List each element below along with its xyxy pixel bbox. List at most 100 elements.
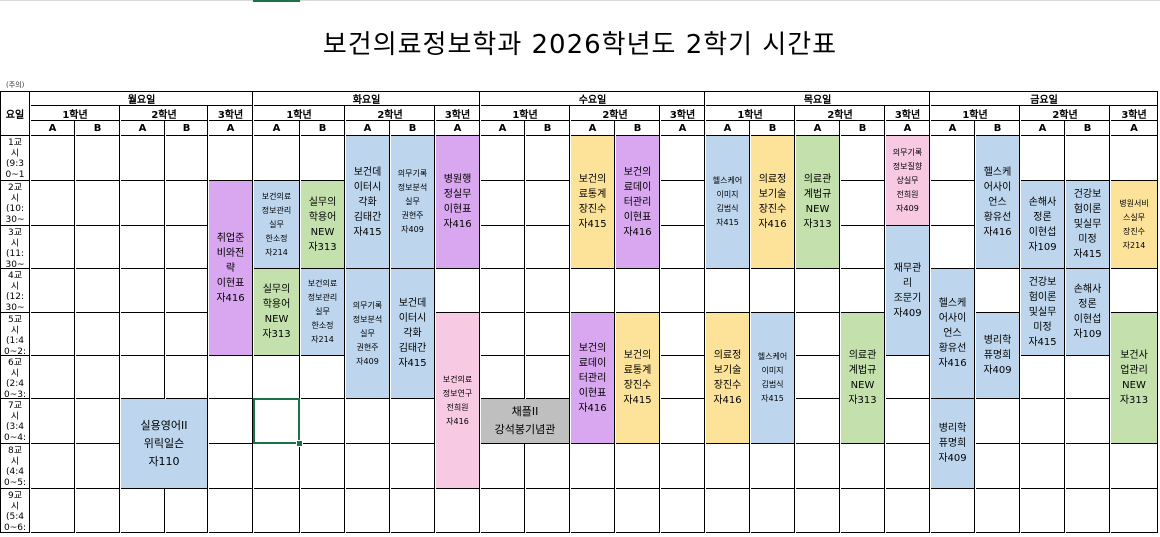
course-block[interactable]: 실용영어II 위릭일슨 자110 <box>121 399 208 489</box>
timetable-cell[interactable] <box>76 489 120 533</box>
timetable-cell[interactable] <box>254 399 300 444</box>
timetable-cell[interactable] <box>391 399 435 444</box>
timetable-cell[interactable] <box>796 399 840 444</box>
timetable-cell[interactable] <box>254 444 300 489</box>
timetable-cell[interactable] <box>76 444 120 489</box>
timetable-cell[interactable] <box>121 356 165 399</box>
timetable-cell[interactable] <box>121 489 165 533</box>
timetable-cell[interactable] <box>751 444 795 489</box>
timetable-cell[interactable] <box>661 399 705 444</box>
timetable-cell[interactable] <box>526 489 570 533</box>
timetable-cell[interactable] <box>301 356 345 399</box>
course-block[interactable]: 보건의료 정보연구 전희원 자416 <box>436 313 480 489</box>
timetable-cell[interactable] <box>121 136 165 181</box>
timetable-cell[interactable] <box>209 356 253 399</box>
timetable-cell[interactable] <box>886 489 930 533</box>
timetable-cell[interactable] <box>886 356 930 399</box>
timetable-cell[interactable] <box>661 489 705 533</box>
timetable-cell[interactable] <box>166 489 208 533</box>
timetable-cell[interactable] <box>571 444 615 489</box>
timetable-cell[interactable] <box>1021 489 1065 533</box>
course-block[interactable]: 재무관 리 조문기 자409 <box>886 226 930 356</box>
course-block[interactable]: 헬스케어 이미지 김범식 자415 <box>706 136 750 269</box>
timetable-cell[interactable] <box>526 226 570 269</box>
timetable-cell[interactable] <box>301 489 345 533</box>
timetable-cell[interactable] <box>661 356 705 399</box>
timetable-cell[interactable] <box>31 181 75 226</box>
timetable-cell[interactable] <box>31 356 75 399</box>
course-block[interactable]: 의료정 보기술 장진수 자416 <box>706 313 750 444</box>
timetable-cell[interactable] <box>301 136 345 181</box>
timetable-cell[interactable] <box>886 399 930 444</box>
timetable-cell[interactable] <box>391 489 435 533</box>
course-block[interactable]: 보건의 료통계 장진수 자415 <box>571 136 615 269</box>
timetable-cell[interactable] <box>931 226 975 269</box>
timetable-cell[interactable] <box>841 269 885 313</box>
timetable-cell[interactable] <box>706 269 750 313</box>
timetable-cell[interactable] <box>121 181 165 226</box>
timetable-cell[interactable] <box>841 226 885 269</box>
timetable-cell[interactable] <box>76 181 120 226</box>
course-block[interactable]: 건강보 험이론 및실무 미정 자415 <box>1021 269 1065 356</box>
course-block[interactable]: 보건데 이터시 각화 김태간 자415 <box>346 136 390 269</box>
course-block[interactable]: 보건의 료데이 터관리 이현표 자416 <box>616 136 660 269</box>
course-block[interactable]: 손해사 정론 이현섭 자109 <box>1021 181 1065 269</box>
timetable-cell[interactable] <box>526 313 570 356</box>
timetable-cell[interactable] <box>841 181 885 226</box>
course-block[interactable]: 채플II 강석봉기념관 <box>481 399 570 444</box>
timetable-cell[interactable] <box>31 444 75 489</box>
timetable-cell[interactable] <box>976 489 1020 533</box>
course-block[interactable]: 헬스케 어사이 언스 황유선 자416 <box>931 269 975 399</box>
timetable-cell[interactable] <box>1066 399 1110 444</box>
timetable-cell[interactable] <box>346 399 390 444</box>
timetable-cell[interactable] <box>1066 444 1110 489</box>
course-block[interactable]: 보건의료 정보관리 실무 한소정 자214 <box>301 269 345 356</box>
timetable-cell[interactable] <box>436 269 480 313</box>
timetable-cell[interactable] <box>301 444 345 489</box>
course-block[interactable]: 보건의료 정보관리 실무 한소정 자214 <box>254 181 300 269</box>
timetable-cell[interactable] <box>931 136 975 181</box>
course-block[interactable]: 보건의 료데이 터관리 이현표 자416 <box>571 313 615 444</box>
course-block[interactable]: 취업준 비와전 략 이현표 자416 <box>209 181 253 356</box>
timetable-cell[interactable] <box>346 489 390 533</box>
timetable-cell[interactable] <box>661 226 705 269</box>
timetable-cell[interactable] <box>166 356 208 399</box>
timetable-cell[interactable] <box>1021 136 1065 181</box>
timetable-cell[interactable] <box>571 269 615 313</box>
timetable-cell[interactable] <box>976 444 1020 489</box>
timetable-cell[interactable] <box>1111 136 1158 181</box>
course-block[interactable]: 의무기록 정보질향 상실무 전희원 자409 <box>886 136 930 226</box>
timetable-cell[interactable] <box>76 313 120 356</box>
timetable-cell[interactable] <box>571 489 615 533</box>
course-block[interactable]: 실무의 학용어 NEW 자313 <box>254 269 300 356</box>
timetable-cell[interactable] <box>796 444 840 489</box>
timetable-cell[interactable] <box>31 269 75 313</box>
timetable-cell[interactable] <box>31 226 75 269</box>
timetable-cell[interactable] <box>931 489 975 533</box>
course-block[interactable]: 의료정 보기술 장진수 자416 <box>751 136 795 269</box>
selected-cell[interactable] <box>253 398 300 444</box>
course-block[interactable]: 병리학 퓨명희 자409 <box>931 399 975 489</box>
timetable-cell[interactable] <box>166 136 208 181</box>
timetable-cell[interactable] <box>436 489 480 533</box>
timetable-cell[interactable] <box>76 136 120 181</box>
timetable-cell[interactable] <box>209 399 253 444</box>
timetable-cell[interactable] <box>931 181 975 226</box>
timetable-cell[interactable] <box>616 269 660 313</box>
timetable-cell[interactable] <box>481 136 525 181</box>
course-block[interactable]: 의료관 계법규 NEW 자313 <box>796 136 840 269</box>
timetable-cell[interactable] <box>1111 489 1158 533</box>
timetable-cell[interactable] <box>346 444 390 489</box>
timetable-cell[interactable] <box>166 226 208 269</box>
timetable-cell[interactable] <box>481 226 525 269</box>
timetable-cell[interactable] <box>796 313 840 356</box>
timetable-cell[interactable] <box>796 269 840 313</box>
course-block[interactable]: 실무의 학용어 NEW 자313 <box>301 181 345 269</box>
timetable-cell[interactable] <box>481 356 525 399</box>
timetable-cell[interactable] <box>1021 444 1065 489</box>
timetable-cell[interactable] <box>976 399 1020 444</box>
timetable-cell[interactable] <box>76 226 120 269</box>
timetable-cell[interactable] <box>841 136 885 181</box>
timetable-cell[interactable] <box>661 313 705 356</box>
course-block[interactable]: 건강보 험이론 및실무 미정 자415 <box>1066 181 1110 269</box>
